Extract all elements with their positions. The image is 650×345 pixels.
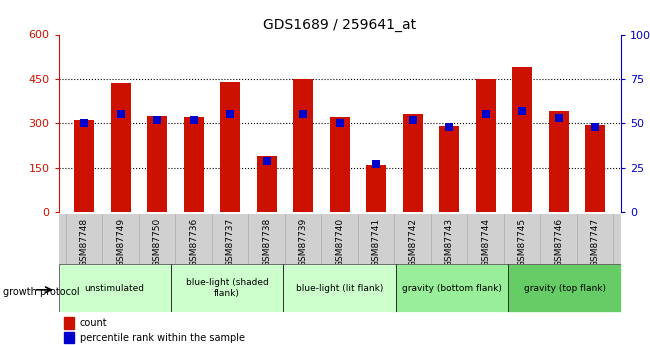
Text: percentile rank within the sample: percentile rank within the sample bbox=[80, 333, 245, 343]
Text: count: count bbox=[80, 318, 107, 328]
Text: unstimulated: unstimulated bbox=[84, 284, 145, 293]
Bar bbox=[64, 332, 74, 344]
Text: GSM87746: GSM87746 bbox=[554, 218, 563, 267]
Bar bbox=[74, 120, 94, 212]
Text: GSM87740: GSM87740 bbox=[335, 218, 344, 267]
Bar bbox=[549, 111, 569, 212]
Text: GSM87737: GSM87737 bbox=[226, 218, 235, 267]
Bar bbox=[439, 126, 459, 212]
Text: GSM87743: GSM87743 bbox=[445, 218, 454, 267]
Bar bbox=[330, 117, 350, 212]
Text: GSM87738: GSM87738 bbox=[262, 218, 271, 267]
Title: GDS1689 / 259641_at: GDS1689 / 259641_at bbox=[263, 18, 416, 32]
Text: GSM87739: GSM87739 bbox=[298, 218, 307, 267]
Text: GSM87747: GSM87747 bbox=[591, 218, 600, 267]
Text: GSM87749: GSM87749 bbox=[116, 218, 125, 267]
Bar bbox=[111, 83, 131, 212]
Text: GSM87750: GSM87750 bbox=[153, 218, 162, 267]
Text: growth protocol: growth protocol bbox=[3, 287, 80, 296]
Bar bbox=[64, 317, 74, 329]
Bar bbox=[183, 117, 203, 212]
Bar bbox=[171, 264, 283, 312]
Bar bbox=[58, 264, 171, 312]
Bar bbox=[508, 264, 621, 312]
Bar bbox=[402, 115, 423, 212]
Bar bbox=[257, 156, 277, 212]
Bar bbox=[476, 79, 496, 212]
Bar bbox=[293, 79, 313, 212]
Text: GSM87745: GSM87745 bbox=[517, 218, 526, 267]
Text: GSM87748: GSM87748 bbox=[79, 218, 88, 267]
Bar bbox=[283, 264, 396, 312]
Text: blue-light (lit flank): blue-light (lit flank) bbox=[296, 284, 384, 293]
Bar bbox=[220, 82, 240, 212]
Text: blue-light (shaded
flank): blue-light (shaded flank) bbox=[186, 278, 268, 298]
Text: GSM87744: GSM87744 bbox=[481, 218, 490, 267]
Text: gravity (top flank): gravity (top flank) bbox=[523, 284, 606, 293]
Text: GSM87736: GSM87736 bbox=[189, 218, 198, 267]
Bar bbox=[396, 264, 508, 312]
Text: GSM87741: GSM87741 bbox=[372, 218, 381, 267]
Bar bbox=[585, 125, 605, 212]
Text: gravity (bottom flank): gravity (bottom flank) bbox=[402, 284, 502, 293]
Bar bbox=[147, 116, 167, 212]
Text: GSM87742: GSM87742 bbox=[408, 218, 417, 267]
Bar bbox=[366, 165, 386, 212]
Bar bbox=[512, 67, 532, 212]
